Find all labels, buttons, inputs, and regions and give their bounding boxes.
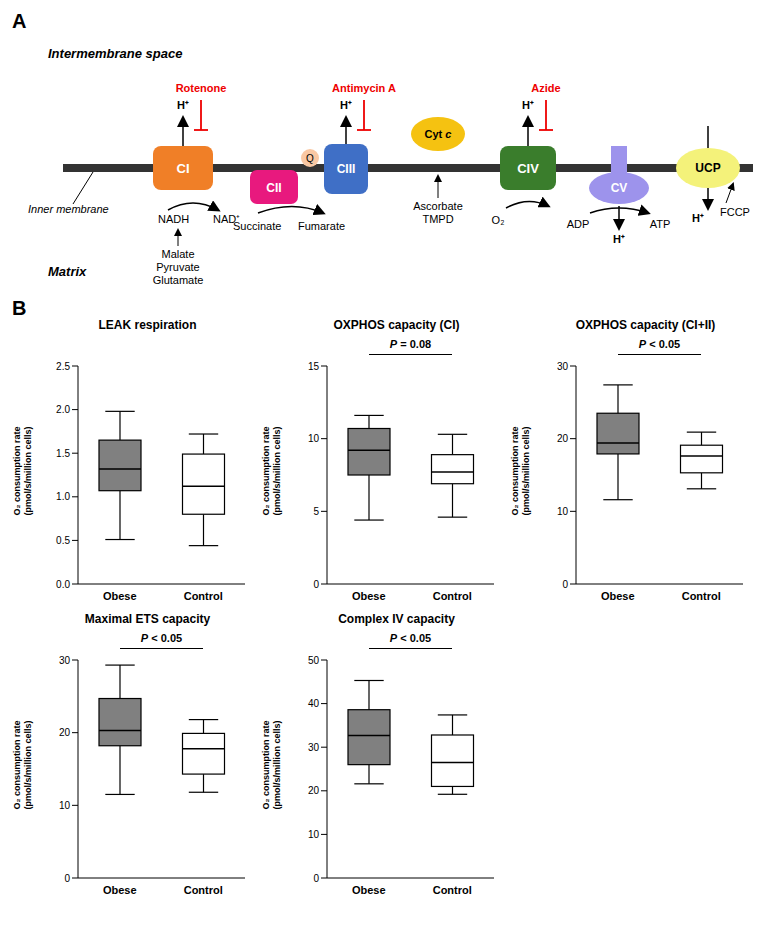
svg-text:Obese: Obese <box>352 590 386 602</box>
svg-text:2.5: 2.5 <box>56 361 70 372</box>
svg-text:Q: Q <box>306 153 314 164</box>
svg-text:Succinate: Succinate <box>233 220 281 232</box>
html-text:(pmol/s/million cells): (pmol/s/million cells) <box>272 720 282 810</box>
svg-text:2.0: 2.0 <box>56 404 70 415</box>
svg-text:10: 10 <box>308 433 320 444</box>
html-text:P < 0.05: P < 0.05 <box>638 338 681 350</box>
svg-text:0: 0 <box>313 579 319 590</box>
svg-text:20: 20 <box>308 785 320 796</box>
html-text:O₂ consumption rate: O₂ consumption rate <box>12 426 22 516</box>
svg-text:Rotenone: Rotenone <box>176 82 227 94</box>
svg-text:15: 15 <box>308 361 320 372</box>
svg-text:30: 30 <box>308 742 320 753</box>
svg-text:Intermembrane space: Intermembrane space <box>48 46 182 61</box>
html-text:(pmol/s/million cells): (pmol/s/million cells) <box>272 426 282 516</box>
svg-text:H⁺: H⁺ <box>340 99 352 111</box>
html-text:B: B <box>12 297 27 319</box>
svg-text:0: 0 <box>64 873 70 884</box>
svg-text:TMPD: TMPD <box>422 213 453 225</box>
svg-text:Ascorbate: Ascorbate <box>413 200 463 212</box>
svg-text:H⁺: H⁺ <box>177 99 189 111</box>
svg-text:10: 10 <box>308 829 320 840</box>
svg-text:Azide: Azide <box>531 82 560 94</box>
html-text:OXPHOS capacity (CI+II): OXPHOS capacity (CI+II) <box>575 318 716 332</box>
html-text:Maximal ETS capacity: Maximal ETS capacity <box>84 612 211 626</box>
svg-text:ADP: ADP <box>567 218 590 230</box>
svg-text:CV: CV <box>611 181 628 195</box>
svg-text:Control: Control <box>184 884 223 896</box>
svg-text:Pyruvate: Pyruvate <box>156 261 199 273</box>
svg-text:Control: Control <box>433 884 472 896</box>
html-text:(pmol/s/million cells): (pmol/s/million cells) <box>23 426 33 516</box>
html-text:P < 0.05: P < 0.05 <box>140 632 183 644</box>
svg-text:H⁺: H⁺ <box>692 212 704 224</box>
svg-text:10: 10 <box>557 506 569 517</box>
svg-text:Malate: Malate <box>161 248 194 260</box>
html-text:(pmol/s/million cells): (pmol/s/million cells) <box>23 720 33 810</box>
html-text:O₂ consumption rate: O₂ consumption rate <box>12 720 22 810</box>
svg-text:H⁺: H⁺ <box>522 99 534 111</box>
svg-text:Cyt c: Cyt c <box>425 128 452 140</box>
svg-text:50: 50 <box>308 655 320 666</box>
html-text:P < 0.05: P < 0.05 <box>389 632 432 644</box>
svg-text:10: 10 <box>59 800 71 811</box>
svg-text:Obese: Obese <box>103 884 137 896</box>
svg-text:0.5: 0.5 <box>56 535 70 546</box>
svg-text:0: 0 <box>313 873 319 884</box>
svg-text:CIV: CIV <box>517 161 539 176</box>
svg-text:NADH: NADH <box>158 213 189 225</box>
html-text:O₂ consumption rate: O₂ consumption rate <box>261 720 271 810</box>
svg-text:Control: Control <box>682 590 721 602</box>
svg-text:40: 40 <box>308 698 320 709</box>
svg-text:0.0: 0.0 <box>56 579 70 590</box>
svg-text:NAD⁺: NAD⁺ <box>213 213 241 225</box>
svg-text:Obese: Obese <box>103 590 137 602</box>
svg-text:Fumarate: Fumarate <box>298 220 345 232</box>
svg-text:Control: Control <box>433 590 472 602</box>
svg-text:20: 20 <box>59 727 71 738</box>
svg-text:Antimycin A: Antimycin A <box>332 82 396 94</box>
svg-text:0: 0 <box>562 579 568 590</box>
svg-text:UCP: UCP <box>695 161 720 175</box>
svg-text:30: 30 <box>557 361 569 372</box>
svg-text:1.0: 1.0 <box>56 491 70 502</box>
svg-text:5: 5 <box>313 506 319 517</box>
svg-text:20: 20 <box>557 433 569 444</box>
svg-text:Inner membrane: Inner membrane <box>28 203 109 215</box>
html-text:LEAK respiration: LEAK respiration <box>98 318 197 332</box>
svg-text:Glutamate: Glutamate <box>153 274 204 286</box>
svg-text:CIII: CIII <box>337 162 356 176</box>
svg-text:Obese: Obese <box>601 590 635 602</box>
svg-text:Control: Control <box>184 590 223 602</box>
svg-text:ATP: ATP <box>650 218 671 230</box>
html-text:OXPHOS capacity (CI): OXPHOS capacity (CI) <box>333 318 460 332</box>
svg-text:FCCP: FCCP <box>720 206 750 218</box>
svg-text:Matrix: Matrix <box>48 264 87 279</box>
html-text:O₂ consumption rate: O₂ consumption rate <box>510 426 520 516</box>
svg-text:CI: CI <box>177 161 190 176</box>
html-text:Complex IV capacity: Complex IV capacity <box>338 612 455 626</box>
svg-text:O₂: O₂ <box>492 214 505 226</box>
svg-text:CII: CII <box>266 181 281 195</box>
svg-text:H⁺: H⁺ <box>613 233 625 245</box>
svg-text:Obese: Obese <box>352 884 386 896</box>
html-text:O₂ consumption rate: O₂ consumption rate <box>261 426 271 516</box>
html-text:P = 0.08: P = 0.08 <box>389 338 432 350</box>
svg-text:A: A <box>12 10 26 32</box>
svg-text:1.5: 1.5 <box>56 448 70 459</box>
svg-text:30: 30 <box>59 655 71 666</box>
html-text:(pmol/s/million cells): (pmol/s/million cells) <box>521 426 531 516</box>
